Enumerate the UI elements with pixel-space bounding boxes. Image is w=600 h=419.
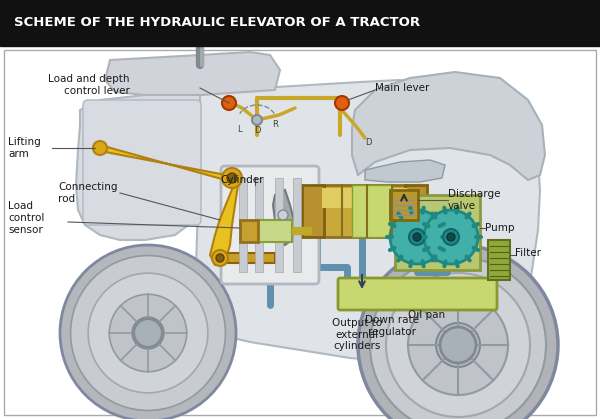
Circle shape [390,210,444,264]
Text: Down rate
regulator: Down rate regulator [365,315,419,336]
FancyBboxPatch shape [83,100,201,225]
Circle shape [278,210,288,220]
Circle shape [109,294,187,372]
Text: Cylinder: Cylinder [220,175,264,185]
Polygon shape [210,172,240,265]
Text: Load and depth
control lever: Load and depth control lever [49,74,130,96]
Polygon shape [196,80,540,362]
Circle shape [424,210,478,264]
Circle shape [88,273,208,393]
Circle shape [60,245,236,419]
Bar [255,178,263,272]
Bar [352,185,392,237]
Text: Output to
external
cylinders: Output to external cylinders [332,318,382,351]
Bar [395,195,480,270]
Polygon shape [273,190,295,245]
Bar [275,178,283,272]
Text: Discharge
valve: Discharge valve [448,189,500,211]
Text: D: D [365,138,371,147]
Circle shape [447,233,455,241]
Circle shape [134,319,162,347]
Circle shape [252,115,262,125]
Circle shape [443,229,459,245]
Bar [322,188,407,208]
Bar [322,185,407,237]
Circle shape [212,250,228,266]
Circle shape [227,173,237,183]
Polygon shape [352,72,545,180]
Circle shape [216,254,224,262]
Circle shape [408,295,508,395]
Text: Pump: Pump [485,223,515,233]
Circle shape [71,256,226,411]
Circle shape [93,141,107,155]
Circle shape [413,233,421,241]
Text: Connecting
rod: Connecting rod [58,182,118,204]
Circle shape [370,257,546,419]
Text: SCHEME OF THE HYDRAULIC ELEVATOR OF A TRACTOR: SCHEME OF THE HYDRAULIC ELEVATOR OF A TR… [14,16,420,29]
Bar [0,0,600,46]
Text: Filter: Filter [515,248,541,258]
Circle shape [132,317,164,349]
Bar [302,185,324,237]
Circle shape [386,273,530,417]
Text: Load
control
sensor: Load control sensor [8,202,44,235]
Circle shape [440,327,476,363]
Polygon shape [365,160,445,182]
Circle shape [335,96,349,110]
Text: R: R [272,120,278,129]
Text: L: L [236,125,241,134]
FancyBboxPatch shape [221,166,319,284]
Bar [390,190,418,220]
Polygon shape [76,95,200,240]
Circle shape [222,168,242,188]
Polygon shape [97,145,232,184]
Bar [256,220,292,242]
Text: Main lever: Main lever [375,83,430,93]
Circle shape [358,245,558,419]
Bar [240,220,258,242]
Text: Lifting
arm: Lifting arm [8,137,41,159]
Bar [239,178,247,272]
Circle shape [222,96,236,110]
Text: Oil pan: Oil pan [409,310,446,320]
Bar [488,240,510,280]
FancyBboxPatch shape [338,278,497,310]
Text: D: D [254,126,260,135]
Polygon shape [105,52,280,95]
Circle shape [409,229,425,245]
Polygon shape [220,253,275,263]
Bar [4,50,596,415]
Bar [405,185,427,237]
Circle shape [436,323,480,367]
Bar [293,178,301,272]
